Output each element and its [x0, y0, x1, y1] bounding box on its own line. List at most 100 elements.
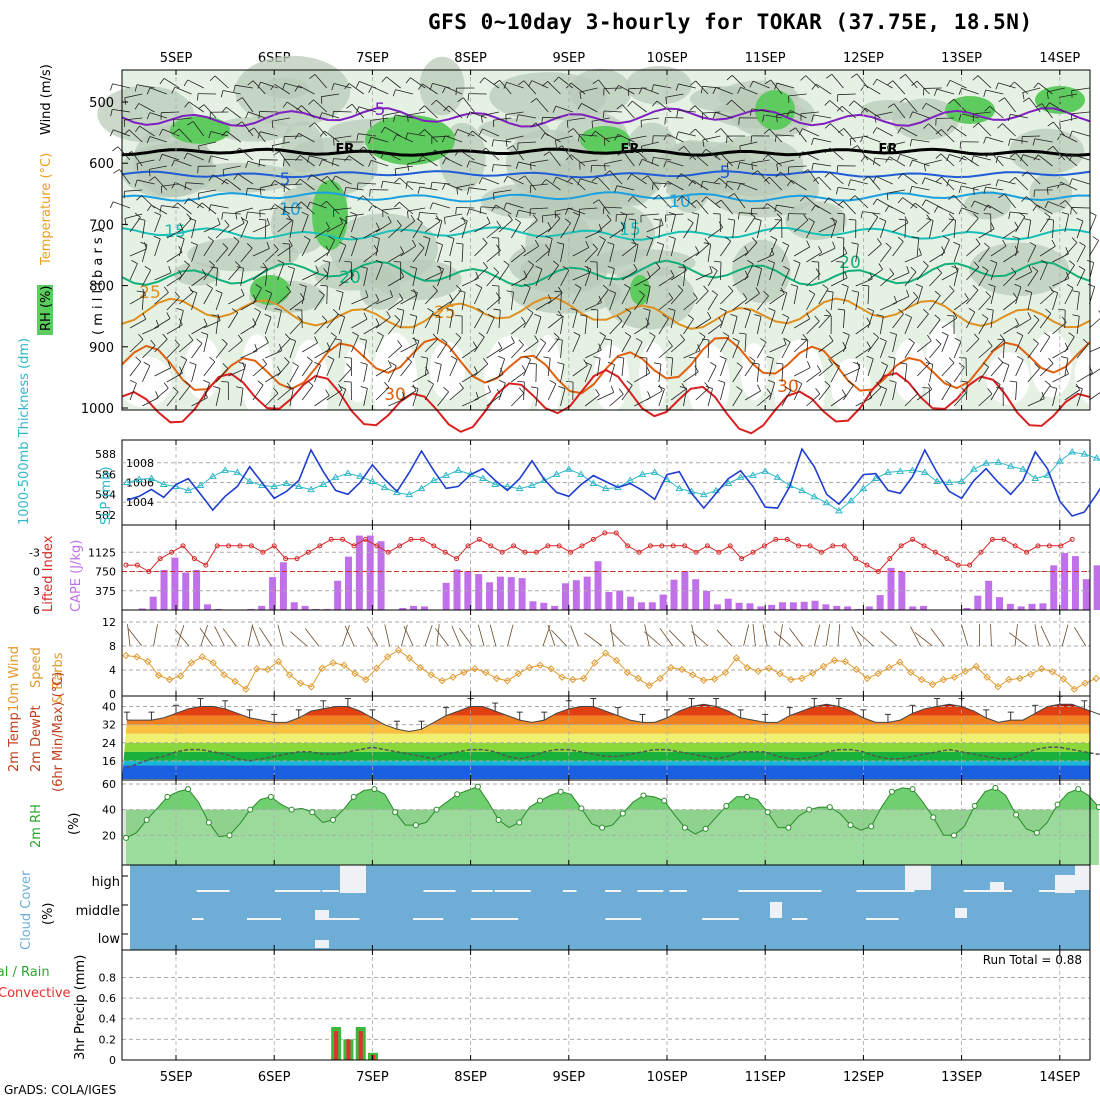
wind-barb: [1015, 382, 1018, 401]
cape-bar: [290, 602, 298, 610]
wind-barb-flag: [954, 337, 962, 342]
wind-barb: [752, 80, 770, 89]
wind-barb: [461, 292, 466, 311]
surface-wind-barb: [752, 624, 756, 647]
surface-wind-barb: [128, 628, 143, 647]
wind-barb: [201, 202, 217, 215]
wind-barb: [358, 133, 377, 137]
wind-barb: [314, 273, 329, 287]
rh-point: [392, 809, 399, 816]
wind-barb: [265, 249, 279, 263]
wind-barb: [138, 103, 155, 113]
lifted-index-point: [864, 562, 870, 568]
wind-barb-flag: [873, 158, 876, 166]
wind-barb: [633, 244, 639, 263]
rh-point: [205, 819, 212, 826]
wind-barb: [867, 216, 879, 233]
wind-barb-flag: [983, 204, 989, 211]
wind-barb: [547, 265, 559, 281]
wind-barb-flag: [897, 173, 903, 180]
wind-barb-flag: [258, 159, 261, 167]
temp-tick-label: 16: [102, 755, 116, 768]
wind-barb: [880, 302, 897, 311]
wind-barb: [124, 189, 143, 192]
wind-barb: [707, 365, 717, 383]
wind-barb: [456, 206, 475, 209]
upper-ylabel-mb: ( m i l l i b a r s ): [91, 228, 106, 335]
wind-barb: [449, 289, 462, 305]
surface-wind-barb: [153, 624, 158, 647]
wind-barb-flag: [201, 269, 207, 276]
wind-barb-flag: [325, 389, 330, 396]
wind-barb-flag: [828, 358, 833, 365]
wind-barb-flag: [754, 314, 762, 317]
wind-barb-flag: [356, 133, 359, 141]
wind-barb-flag: [959, 155, 964, 162]
wind-barb-flag: [1002, 239, 1007, 247]
wind-barb: [474, 312, 484, 329]
wind-barb-flag: [236, 266, 244, 269]
wind-barb-flag: [705, 385, 713, 389]
surface-wind-barb: [1009, 632, 1028, 647]
wind-barb: [474, 267, 488, 281]
wind-barb-flag: [1068, 260, 1075, 266]
wind-barb-flag: [718, 221, 724, 228]
thickness-point: [123, 478, 131, 485]
wind-barb: [178, 128, 192, 143]
date-label-top: 8SEP: [454, 51, 487, 66]
wind-barb-flag: [972, 75, 979, 81]
wind-barb: [482, 177, 500, 185]
wind-barb-flag: [700, 181, 704, 189]
wind-barb: [1089, 392, 1100, 401]
wind-barb: [739, 212, 758, 215]
credit: GrADS: COLA/IGES: [4, 1083, 117, 1097]
wind-barb-flag: [282, 83, 286, 90]
wind-barb: [240, 388, 244, 407]
rh-point: [702, 825, 709, 832]
wind-barb: [363, 250, 379, 263]
wind-barb: [865, 155, 881, 167]
thickness-point: [871, 474, 880, 481]
wind-barb: [818, 340, 834, 353]
wind-barb-flag: [171, 159, 175, 167]
wind-barb-flag: [750, 135, 752, 143]
wind-barb-flag: [946, 154, 950, 162]
thickness-point: [1006, 462, 1015, 469]
wind-barb-flag: [444, 217, 446, 225]
wind-barb-flag: [206, 284, 213, 289]
wind-barb: [973, 155, 992, 161]
wind-barb: [1071, 87, 1090, 92]
cape-bar: [399, 607, 407, 610]
wind-barb-flag: [670, 269, 675, 277]
wind-barb-flag: [307, 380, 314, 386]
wind-barb: [561, 145, 574, 161]
wind-barb-flag: [386, 311, 391, 318]
wind-barb-flag: [714, 152, 721, 158]
wind-barb: [756, 316, 762, 335]
wind-barb: [154, 387, 169, 401]
wind-barb-flag: [678, 146, 685, 151]
wind-barb: [314, 395, 330, 407]
wind-barb: [769, 382, 776, 401]
wind-barb-flag: [876, 314, 884, 317]
wind-barb: [1064, 389, 1080, 401]
wind-barb-flag: [203, 379, 210, 384]
wind-barb: [646, 335, 656, 353]
lifted-index-point: [887, 556, 893, 562]
surface-wind-barb: [342, 625, 350, 647]
wind-barb-flag: [663, 160, 667, 168]
wind-barb-flag: [346, 103, 353, 109]
thickness-point: [638, 470, 647, 477]
wind-barb-flag: [417, 155, 423, 162]
wind-barb: [633, 295, 645, 311]
wind-barb: [351, 103, 365, 119]
wind-barb-flag: [294, 133, 300, 140]
wind-barb-flag: [505, 139, 508, 147]
wind-barb: [1076, 388, 1083, 407]
wind-speed-point: [1081, 679, 1089, 687]
rh-point: [992, 784, 999, 791]
wind-barb-flag: [503, 82, 507, 89]
wind-speed-point: [144, 657, 152, 666]
wind-barb: [338, 316, 346, 335]
wind-barb: [973, 111, 992, 115]
